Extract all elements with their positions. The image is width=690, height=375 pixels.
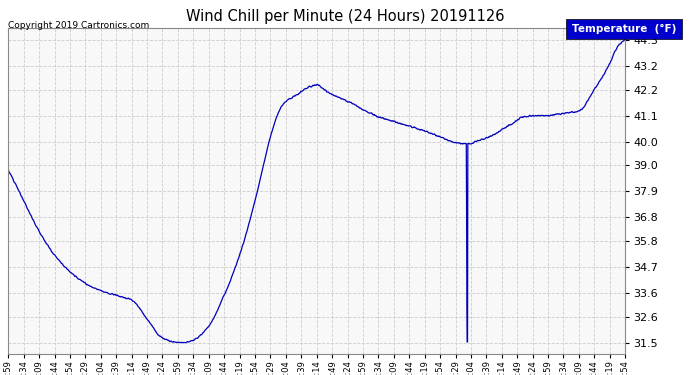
Text: Wind Chill per Minute (24 Hours) 20191126: Wind Chill per Minute (24 Hours) 2019112…: [186, 9, 504, 24]
Text: Copyright 2019 Cartronics.com: Copyright 2019 Cartronics.com: [8, 21, 150, 30]
Text: Temperature  (°F): Temperature (°F): [571, 24, 676, 34]
